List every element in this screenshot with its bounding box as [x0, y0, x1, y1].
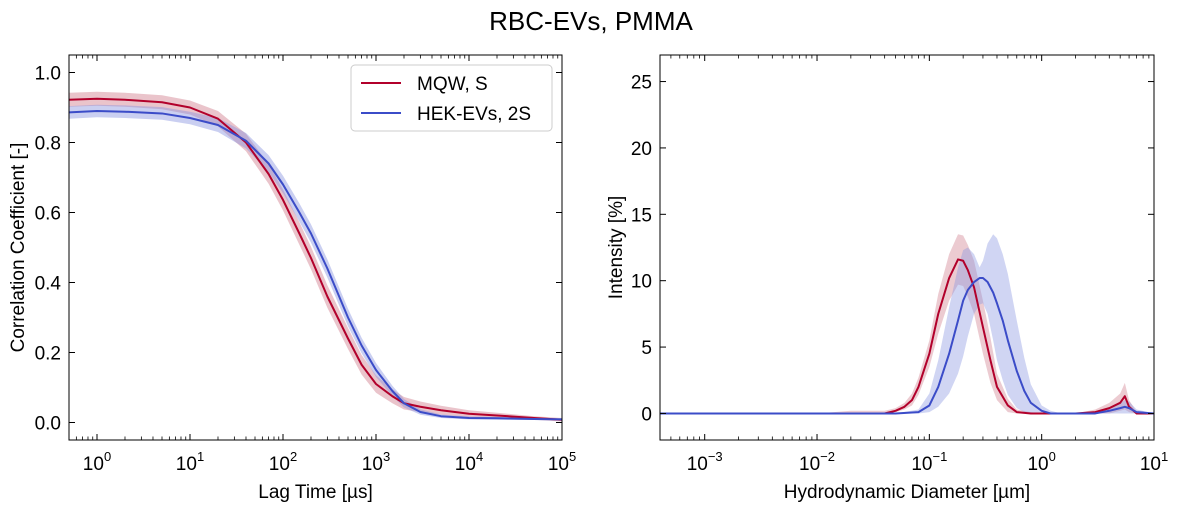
figure-title: RBC-EVs, PMMA [489, 6, 693, 36]
y-tick-label: 15 [631, 205, 652, 226]
series-line-1 [69, 97, 562, 421]
x-tick-label: 10−2 [799, 449, 835, 475]
y-tick-label: 20 [631, 139, 652, 160]
axes-frame [68, 54, 563, 441]
y-axis-label: Intensity [%] [606, 196, 627, 300]
y-tick-label: 0.4 [35, 274, 62, 295]
intensity-panel: 10−3 10−2 10−1 100 101 0 5 10 15 20 25 Hydrodynamic… [606, 54, 1168, 503]
y-tick-label: 1.0 [35, 64, 61, 85]
series-band-1 [69, 91, 562, 422]
x-tick-label: 104 [455, 449, 483, 475]
series-line-2 [69, 110, 562, 421]
x-tick-label: 101 [176, 449, 204, 475]
legend: MQW, S HEK-EVs, 2S [350, 64, 553, 132]
x-tick-label: 101 [1140, 449, 1168, 475]
correlation-panel: 100 101 102 103 104 105 0.0 0.2 0.4 0.6 0.8 1.0 Lag … [8, 54, 576, 503]
y-tick-label: 25 [631, 73, 652, 94]
y-tick-label: 0.6 [35, 204, 61, 225]
x-tick-label: 10−1 [911, 449, 947, 475]
x-tick-label: 105 [548, 449, 576, 475]
x-tick-label: 100 [83, 449, 111, 475]
y-tick-label: 0.8 [35, 134, 61, 155]
series-line-1 [660, 258, 1154, 415]
plot-area [69, 91, 562, 422]
y-axis-label: Correlation Coefficient [-] [8, 143, 29, 353]
x-axis-label: Hydrodynamic Diameter [µm] [784, 482, 1030, 503]
x-tick-label: 10−3 [687, 449, 723, 475]
legend-box [350, 64, 553, 132]
plot-area [660, 234, 1154, 415]
series-band-2 [660, 234, 1154, 414]
series-band-1 [660, 234, 1154, 414]
axes-frame [659, 54, 1155, 441]
legend-entry: HEK-EVs, 2S [417, 104, 531, 125]
y-tick-label: 10 [631, 272, 652, 293]
x-tick-label: 103 [362, 449, 390, 475]
legend-entry: MQW, S [417, 74, 488, 95]
y-tick-label: 0 [641, 404, 652, 425]
y-tick-label: 0.0 [35, 414, 61, 435]
x-axis-label: Lag Time [µs] [258, 482, 372, 503]
x-tick-label: 100 [1027, 449, 1055, 475]
series-line-2 [660, 277, 1154, 415]
y-tick-label: 5 [641, 338, 652, 359]
x-tick-label: 102 [269, 449, 297, 475]
y-tick-label: 0.2 [35, 344, 61, 365]
